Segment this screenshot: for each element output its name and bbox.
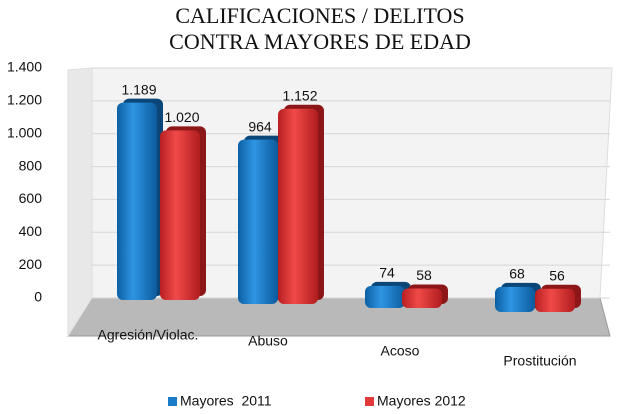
bar — [402, 288, 442, 308]
bar — [535, 288, 575, 312]
legend-swatch — [168, 397, 177, 406]
x-tick-label: Agresión/Violac. — [98, 327, 199, 343]
value-label: 1.152 — [282, 87, 317, 103]
chart-title: CONTRA MAYORES DE EDAD — [169, 29, 471, 54]
x-tick-label: Prostitución — [503, 353, 576, 369]
bar — [365, 285, 405, 308]
bar — [160, 130, 200, 300]
y-tick-label: 1.200 — [7, 92, 42, 108]
x-tick-label: Abuso — [248, 333, 288, 349]
y-tick-label: 1.400 — [7, 59, 42, 75]
y-tick-label: 800 — [19, 157, 43, 173]
y-tick-label: 0 — [34, 289, 42, 305]
value-label: 74 — [379, 265, 395, 281]
value-label: 964 — [248, 118, 272, 134]
legend-label: Mayores 2011 — [180, 393, 272, 409]
bar — [238, 139, 278, 304]
bar — [495, 286, 535, 312]
y-tick-label: 200 — [19, 256, 43, 272]
x-tick-label: Acoso — [381, 343, 420, 359]
bar — [278, 108, 318, 304]
value-label: 1.189 — [121, 81, 156, 97]
y-tick-label: 400 — [19, 223, 43, 239]
y-tick-label: 600 — [19, 190, 43, 206]
value-label: 56 — [549, 268, 565, 284]
legend-label: Mayores 2012 — [377, 393, 466, 409]
value-label: 58 — [416, 267, 432, 283]
bar — [117, 102, 157, 301]
side-wall — [67, 67, 93, 338]
legend-swatch — [365, 397, 374, 406]
value-label: 1.020 — [164, 109, 199, 125]
value-label: 68 — [509, 266, 525, 282]
chart-title: CALIFICACIONES / DELITOS — [175, 3, 464, 28]
y-tick-label: 1.000 — [7, 124, 42, 140]
